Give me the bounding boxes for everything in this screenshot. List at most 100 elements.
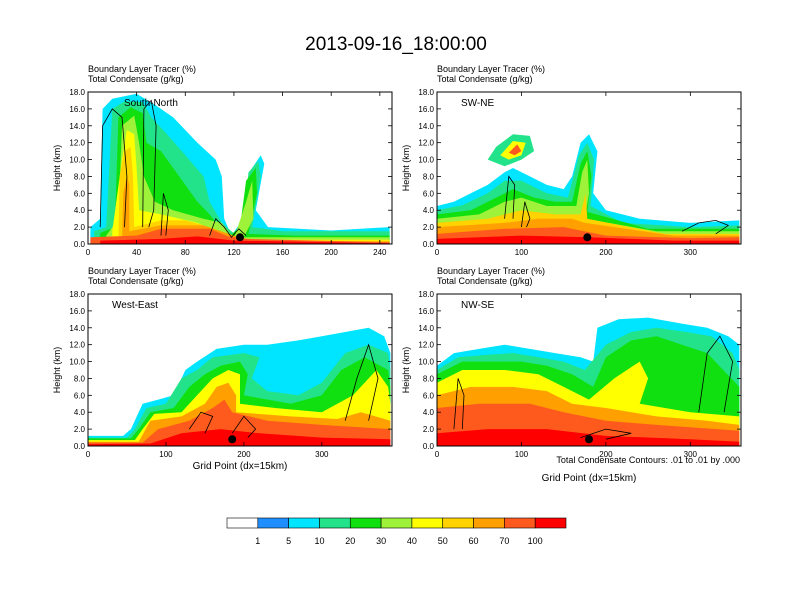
- shaded-region-level-5: [106, 115, 390, 244]
- panels-group: 0.0 2.0 4.0 6.0 8.0 10.0 12.0 14.0 16.0 18.0 0 40 80…: [52, 64, 742, 484]
- y-tick-label: 4.0: [423, 206, 435, 215]
- panel-heading-line: Total Condensate (g/kg): [88, 74, 184, 84]
- y-tick-label: 2.0: [423, 425, 435, 434]
- y-tick-label: 8.0: [423, 172, 435, 181]
- y-axis-label: Height (km): [401, 347, 411, 394]
- plot-area: [88, 92, 392, 244]
- y-tick-label: 18.0: [418, 290, 434, 299]
- x-tick-label: 0: [86, 450, 91, 459]
- x-tick-label: 100: [515, 248, 529, 257]
- colorbar-label: 50: [438, 536, 448, 546]
- x-tick-label: 100: [515, 450, 529, 459]
- condensate-contour-line: [209, 217, 247, 238]
- y-tick-label: 6.0: [74, 189, 86, 198]
- y-tick-label: 6.0: [423, 391, 435, 400]
- y-tick-label: 2.0: [74, 425, 86, 434]
- plot-frame: [436, 293, 742, 447]
- x-tick-label: 200: [325, 248, 339, 257]
- plot-area: [88, 294, 392, 446]
- y-tick-label: 14.0: [69, 122, 85, 131]
- condensate-contour-line: [681, 219, 730, 235]
- location-marker: [585, 435, 593, 444]
- condensate-contour-line: [142, 99, 157, 228]
- shaded-region-level-9: [508, 144, 522, 156]
- y-axis-label: Height (km): [52, 347, 62, 394]
- colorbar-label: 10: [314, 536, 324, 546]
- location-marker: [583, 233, 592, 242]
- y-tick-label: 6.0: [423, 189, 435, 198]
- condensate-contour-line: [453, 378, 465, 430]
- location-marker: [228, 435, 237, 444]
- panel-heading-line: Total Condensate (g/kg): [437, 74, 533, 84]
- y-tick-label: 4.0: [423, 408, 435, 417]
- condensate-contour-line: [521, 201, 531, 228]
- condensate-contour-line: [99, 108, 128, 228]
- y-tick-label: 14.0: [418, 122, 434, 131]
- colorbar-swatch: [349, 517, 382, 529]
- plot-frame: [87, 91, 393, 245]
- x-tick-label: 40: [132, 248, 141, 257]
- y-tick-label: 0.0: [74, 442, 86, 451]
- y-tick-label: 12.0: [69, 139, 85, 148]
- shaded-region-level-10: [88, 429, 391, 446]
- x-tick-label: 0: [86, 248, 91, 257]
- y-tick-label: 10.0: [69, 156, 85, 165]
- y-tick-label: 0.0: [74, 240, 86, 249]
- panel-label: West-East: [112, 300, 158, 311]
- y-tick-label: 12.0: [418, 341, 434, 350]
- y-tick-label: 18.0: [69, 88, 85, 97]
- panel-label: NW-SE: [461, 300, 494, 311]
- x-tick-label: 100: [159, 450, 173, 459]
- panel-label: South-North: [124, 98, 178, 109]
- y-tick-label: 10.0: [418, 156, 434, 165]
- x-tick-label: 200: [599, 450, 613, 459]
- y-tick-label: 16.0: [418, 307, 434, 316]
- panel-label: SW-NE: [461, 98, 494, 109]
- x-tick-label: 240: [373, 248, 387, 257]
- colorbar-label: 100: [528, 536, 543, 546]
- colorbar-swatch: [257, 517, 289, 529]
- colorbar: 1 5 10 20 30 40 50 60 70 100: [226, 517, 567, 546]
- y-tick-label: 10.0: [418, 358, 434, 367]
- y-tick-label: 18.0: [418, 88, 434, 97]
- y-tick-label: 2.0: [423, 223, 435, 232]
- colorbar-swatch: [504, 517, 536, 529]
- x-axis-label: Grid Point (dx=15km): [542, 473, 637, 484]
- y-tick-label: 16.0: [69, 105, 85, 114]
- y-tick-label: 6.0: [74, 391, 86, 400]
- y-tick-label: 2.0: [74, 223, 86, 232]
- colorbar-label: 1: [255, 536, 260, 546]
- x-tick-label: 160: [276, 248, 290, 257]
- location-marker: [236, 233, 244, 242]
- condensate-contour-line: [344, 343, 379, 421]
- shaded-region-level-4: [100, 107, 390, 244]
- shaded-region-level-8: [122, 176, 390, 244]
- colorbar-label: 20: [345, 536, 355, 546]
- x-tick-label: 200: [237, 450, 251, 459]
- plot-frame: [87, 293, 393, 447]
- colorbar-swatch: [380, 517, 413, 529]
- panel-heading-line: Boundary Layer Tracer (%): [88, 266, 196, 276]
- colorbar-label: 60: [469, 536, 479, 546]
- x-tick-label: 300: [684, 248, 698, 257]
- condensate-contour-line: [231, 415, 257, 438]
- panel-1: 0.0 2.0 4.0 6.0 8.0 10.0 12.0 14.0 16.0 18.0 0 40 80…: [52, 64, 393, 257]
- condensate-contour-line: [580, 428, 632, 440]
- colorbar-swatch: [534, 517, 567, 529]
- y-tick-label: 0.0: [423, 240, 435, 249]
- condensate-contour-line: [698, 335, 734, 413]
- x-tick-label: 300: [315, 450, 329, 459]
- colorbar-swatch: [473, 517, 505, 529]
- colorbar-swatch: [411, 517, 444, 529]
- condensate-contour-line: [188, 411, 214, 434]
- x-tick-label: 200: [599, 248, 613, 257]
- panel-4: 0.0 2.0 4.0 6.0 8.0 10.0 12.0 14.0 16.0 18.0 0 100 2…: [401, 266, 742, 484]
- y-tick-label: 10.0: [69, 358, 85, 367]
- colorbar-label: 40: [407, 536, 417, 546]
- x-tick-label: 0: [435, 450, 440, 459]
- colorbar-swatch: [319, 517, 351, 529]
- plot-area: [437, 92, 741, 244]
- y-tick-label: 14.0: [69, 324, 85, 333]
- y-tick-label: 8.0: [423, 374, 435, 383]
